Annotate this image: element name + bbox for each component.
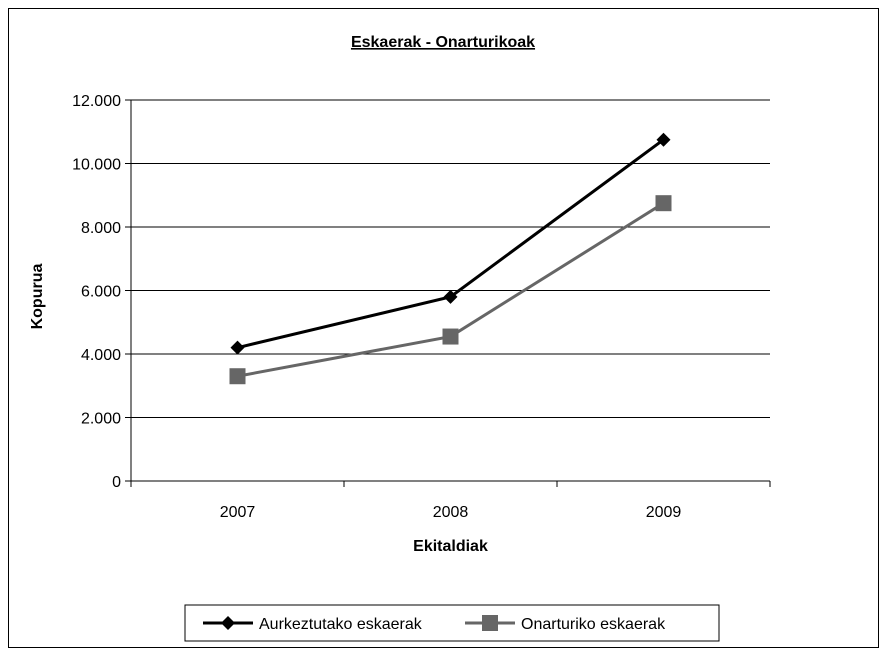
- data-point-marker: [221, 616, 235, 630]
- gridlines: [131, 99, 770, 418]
- y-axis-title: Kopurua: [29, 264, 46, 330]
- series-line: [237, 201, 665, 378]
- legend: Aurkeztutako eskaerak Onarturiko eskaerak: [184, 604, 720, 642]
- line-chart: Eskaerak - Onarturikoak 0 2.000 4.000 6.000…: [29, 34, 771, 642]
- legend-entry: Aurkeztutako eskaerak: [203, 616, 423, 633]
- chart-title: Eskaerak - Onarturikoak: [351, 34, 535, 51]
- data-point-marker: [482, 615, 498, 631]
- legend-label: Onarturiko eskaerak: [521, 616, 666, 633]
- data-point-marker: [656, 132, 671, 147]
- series-line-group: [230, 132, 671, 355]
- x-tick-label: 2009: [646, 504, 682, 521]
- x-tick-label: 2007: [220, 504, 256, 521]
- data-point-marker: [230, 340, 245, 355]
- x-axis-title: Ekitaldiak: [413, 538, 488, 555]
- x-axis-ticks: 2007 2008 2009: [130, 481, 771, 521]
- y-tick-label: 10.000: [72, 157, 121, 174]
- data-point-marker: [655, 195, 672, 212]
- series-line-group: [229, 195, 672, 385]
- y-tick-label: 6.000: [81, 284, 121, 301]
- y-tick-label: 8.000: [81, 220, 121, 237]
- legend-label: Aurkeztutako eskaerak: [259, 616, 423, 633]
- y-tick-label: 4.000: [81, 347, 121, 364]
- data-point-marker: [443, 289, 458, 304]
- x-tick-label: 2008: [433, 504, 469, 521]
- series-layer: [229, 132, 672, 385]
- data-point-marker: [442, 328, 459, 345]
- data-point-marker: [229, 368, 246, 385]
- legend-entry: Onarturiko eskaerak: [465, 615, 666, 633]
- y-tick-label: 0: [112, 474, 121, 491]
- y-tick-label: 12.000: [72, 93, 121, 110]
- y-tick-label: 2.000: [81, 411, 121, 428]
- y-axis-ticks: 0 2.000 4.000 6.000 8.000 10.000 12.000: [72, 93, 131, 491]
- chart-frame: Eskaerak - Onarturikoak 0 2.000 4.000 6.000…: [8, 8, 879, 648]
